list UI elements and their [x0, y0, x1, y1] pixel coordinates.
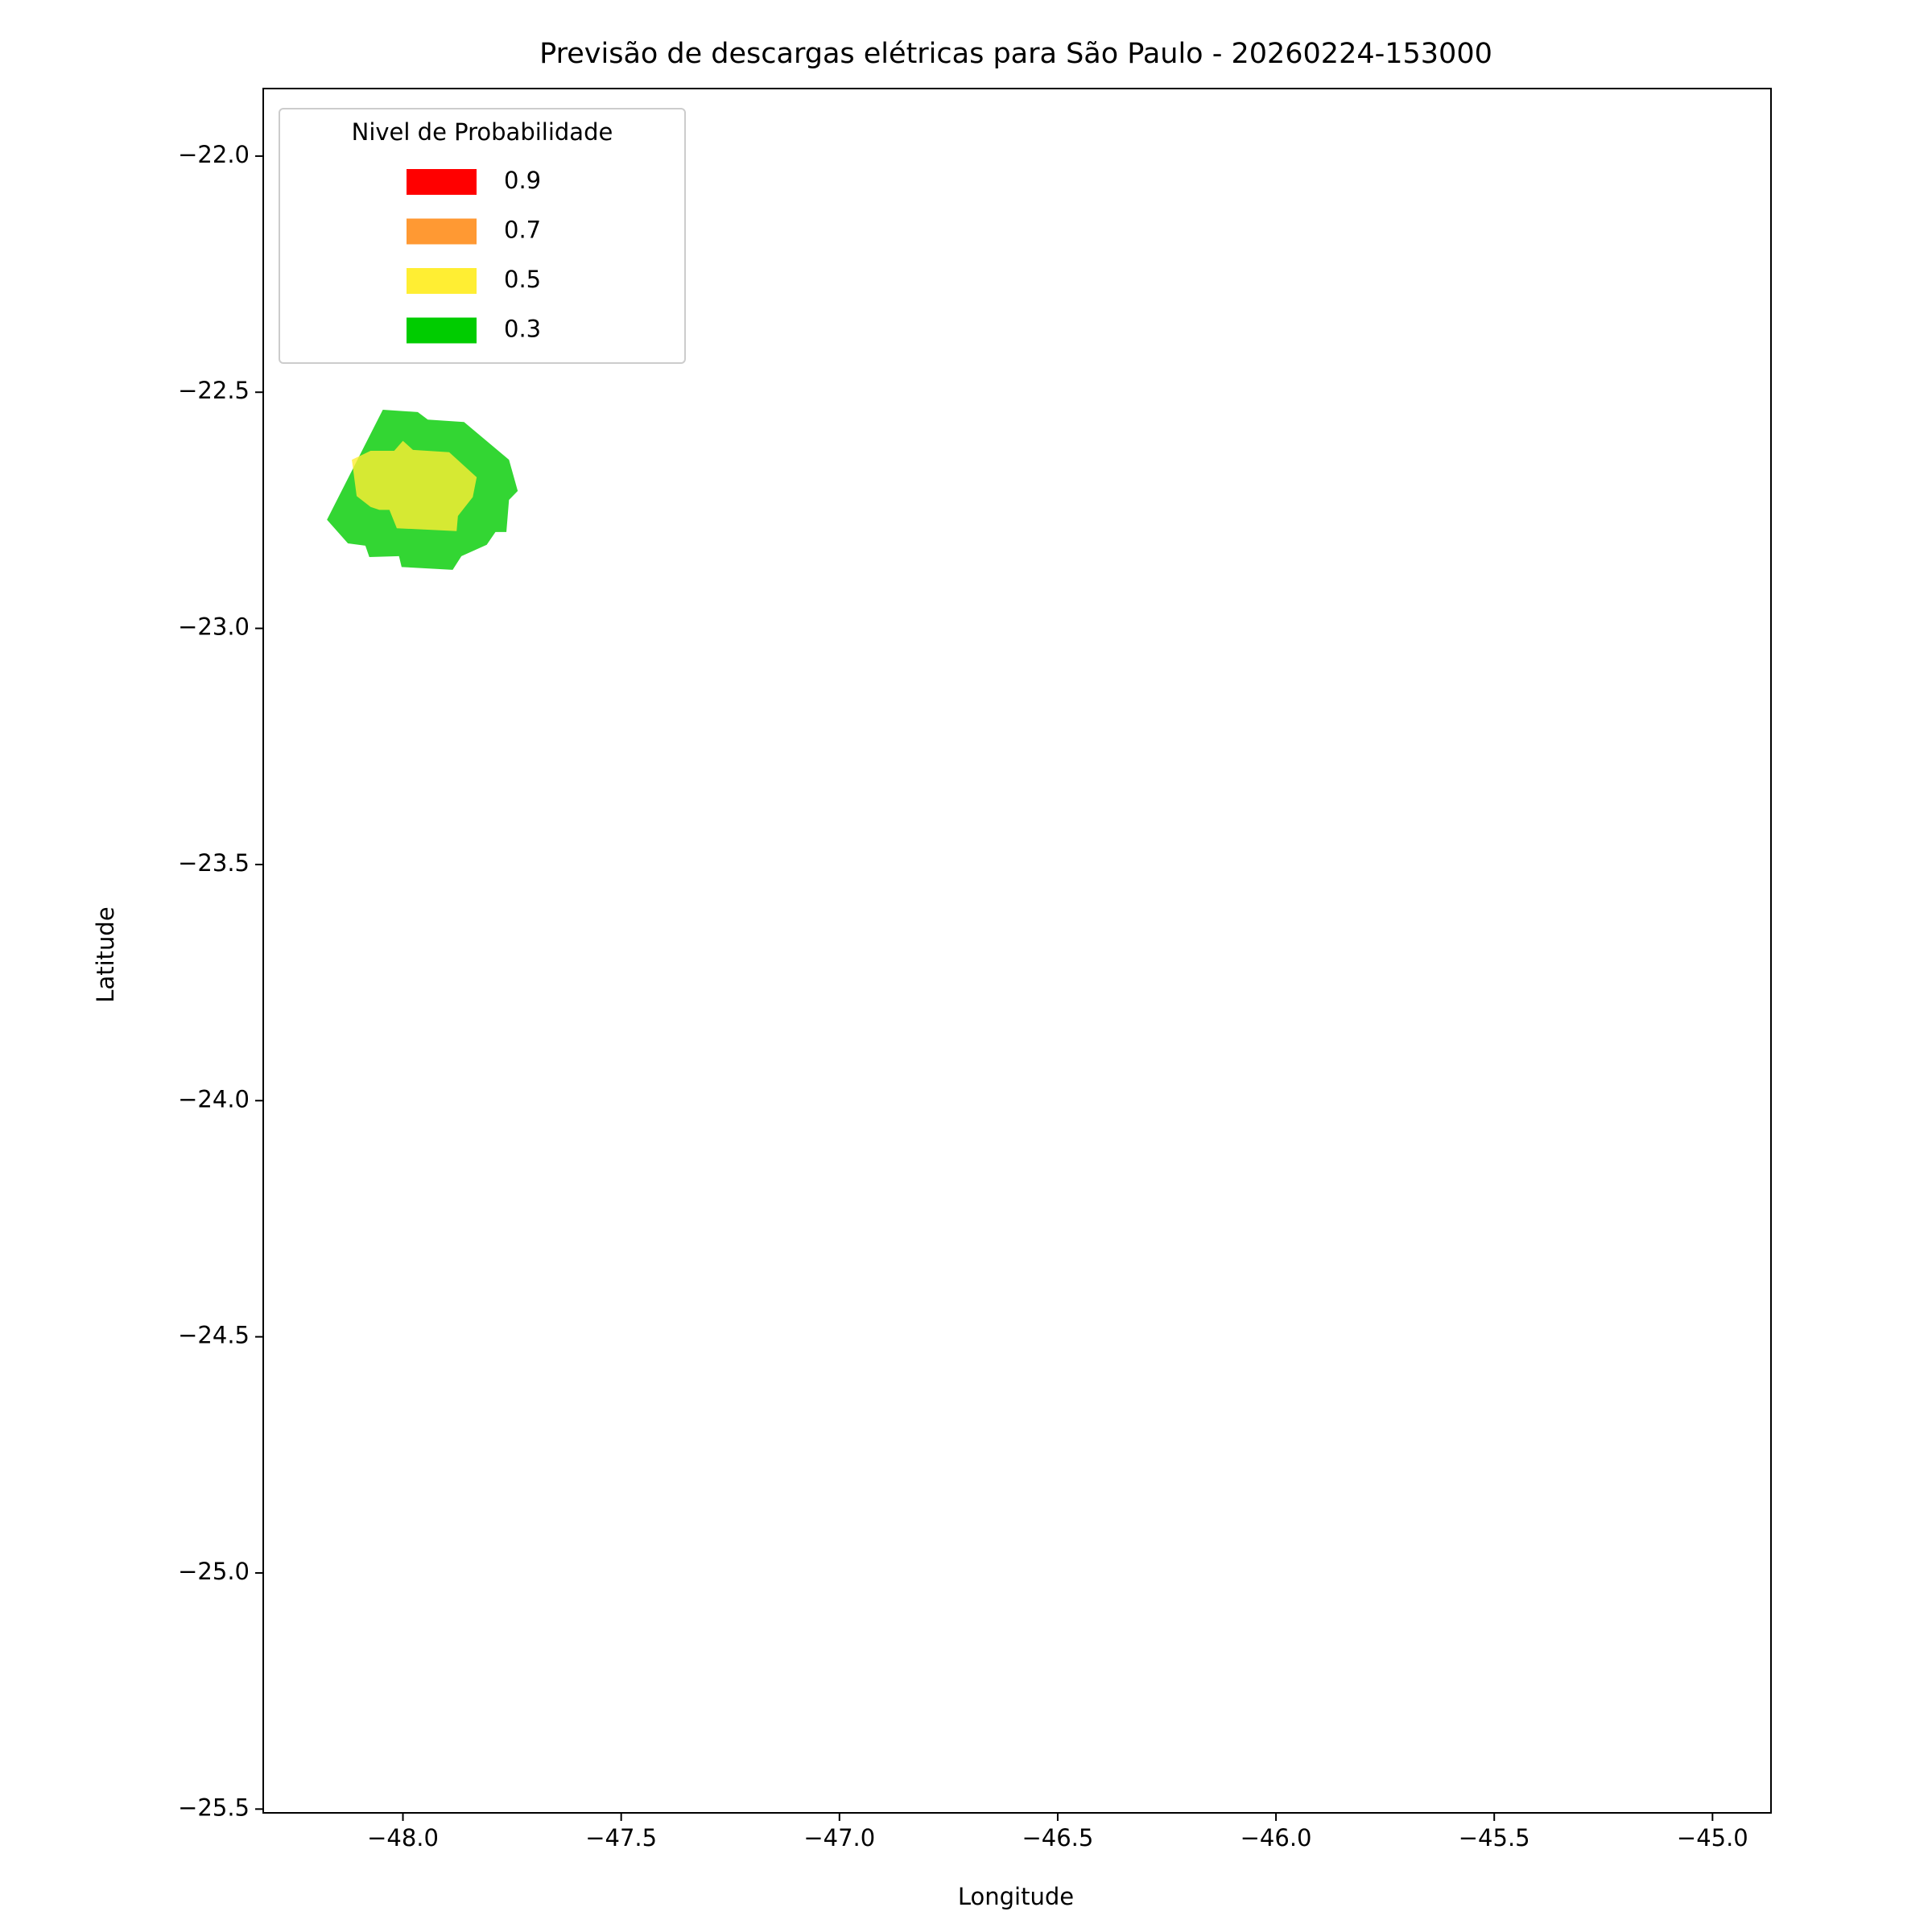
- legend-title: Nivel de Probabilidade: [352, 118, 613, 146]
- x-tick-label: −48.0: [367, 1824, 439, 1852]
- chart-title: Previsão de descargas elétricas para São…: [539, 38, 1492, 70]
- legend-label: 0.5: [504, 266, 541, 293]
- y-tick-label: −25.0: [178, 1558, 250, 1585]
- x-axis-label: Longitude: [958, 1883, 1074, 1910]
- y-tick-label: −24.5: [178, 1322, 250, 1349]
- legend-swatch: [407, 169, 477, 195]
- legend-label: 0.9: [504, 167, 541, 194]
- y-tick-label: −22.0: [178, 141, 250, 168]
- x-tick-label: −45.0: [1677, 1824, 1748, 1852]
- y-tick-label: −24.0: [178, 1085, 250, 1113]
- axes-frame: [262, 88, 1772, 1814]
- legend-label: 0.7: [504, 217, 541, 244]
- contour-region: [352, 440, 477, 531]
- y-tick-label: −23.0: [178, 613, 250, 641]
- x-tick-label: −46.5: [1022, 1824, 1093, 1852]
- legend-swatch: [407, 218, 477, 245]
- legend-swatch: [407, 268, 477, 294]
- y-tick-label: −22.5: [178, 377, 250, 404]
- y-tick-label: −23.5: [178, 849, 250, 877]
- legend-label: 0.3: [504, 316, 541, 343]
- legend-box: [279, 108, 686, 364]
- x-tick-label: −47.5: [585, 1824, 657, 1852]
- y-tick-label: −25.5: [178, 1794, 250, 1821]
- x-tick-label: −46.0: [1241, 1824, 1312, 1852]
- legend-swatch: [407, 317, 477, 344]
- legend: Nivel de Probabilidade 0.9 0.7 0.5 0.3: [279, 108, 686, 364]
- x-tick-label: −47.0: [803, 1824, 875, 1852]
- x-tick-label: −45.5: [1459, 1824, 1530, 1852]
- y-axis-label: Latitude: [92, 906, 119, 1002]
